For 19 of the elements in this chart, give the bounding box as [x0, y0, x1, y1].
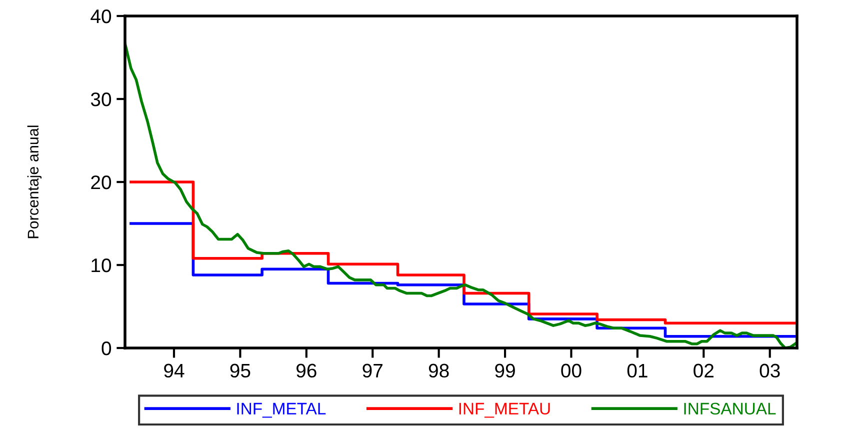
x-tick-label: 01 [627, 364, 648, 378]
x-tick-label: 99 [495, 364, 515, 378]
x-tick-label: 94 [164, 364, 184, 378]
x-tick-label: 97 [362, 364, 382, 378]
x-tick-label: 02 [694, 364, 714, 378]
text: INF_METAU [459, 402, 550, 418]
x-tick-label: 95 [230, 364, 250, 378]
y-tick-label: 10 [92, 258, 112, 272]
y-tick-label: 40 [90, 9, 112, 24]
y-tick-label: 30 [90, 92, 112, 106]
x-tick-label: 00 [561, 364, 582, 378]
x-tick-label: 98 [428, 364, 449, 378]
y-tick-label: 20 [91, 175, 112, 190]
x-tick-label: 03 [760, 364, 780, 378]
text: INFSANUAL [684, 402, 776, 415]
text: INF_METAL [237, 402, 326, 418]
x-tick-label: 96 [296, 364, 316, 378]
y-axis-title: Porcentaje anual [27, 126, 42, 238]
y-tick-label: 0 [102, 341, 112, 356]
